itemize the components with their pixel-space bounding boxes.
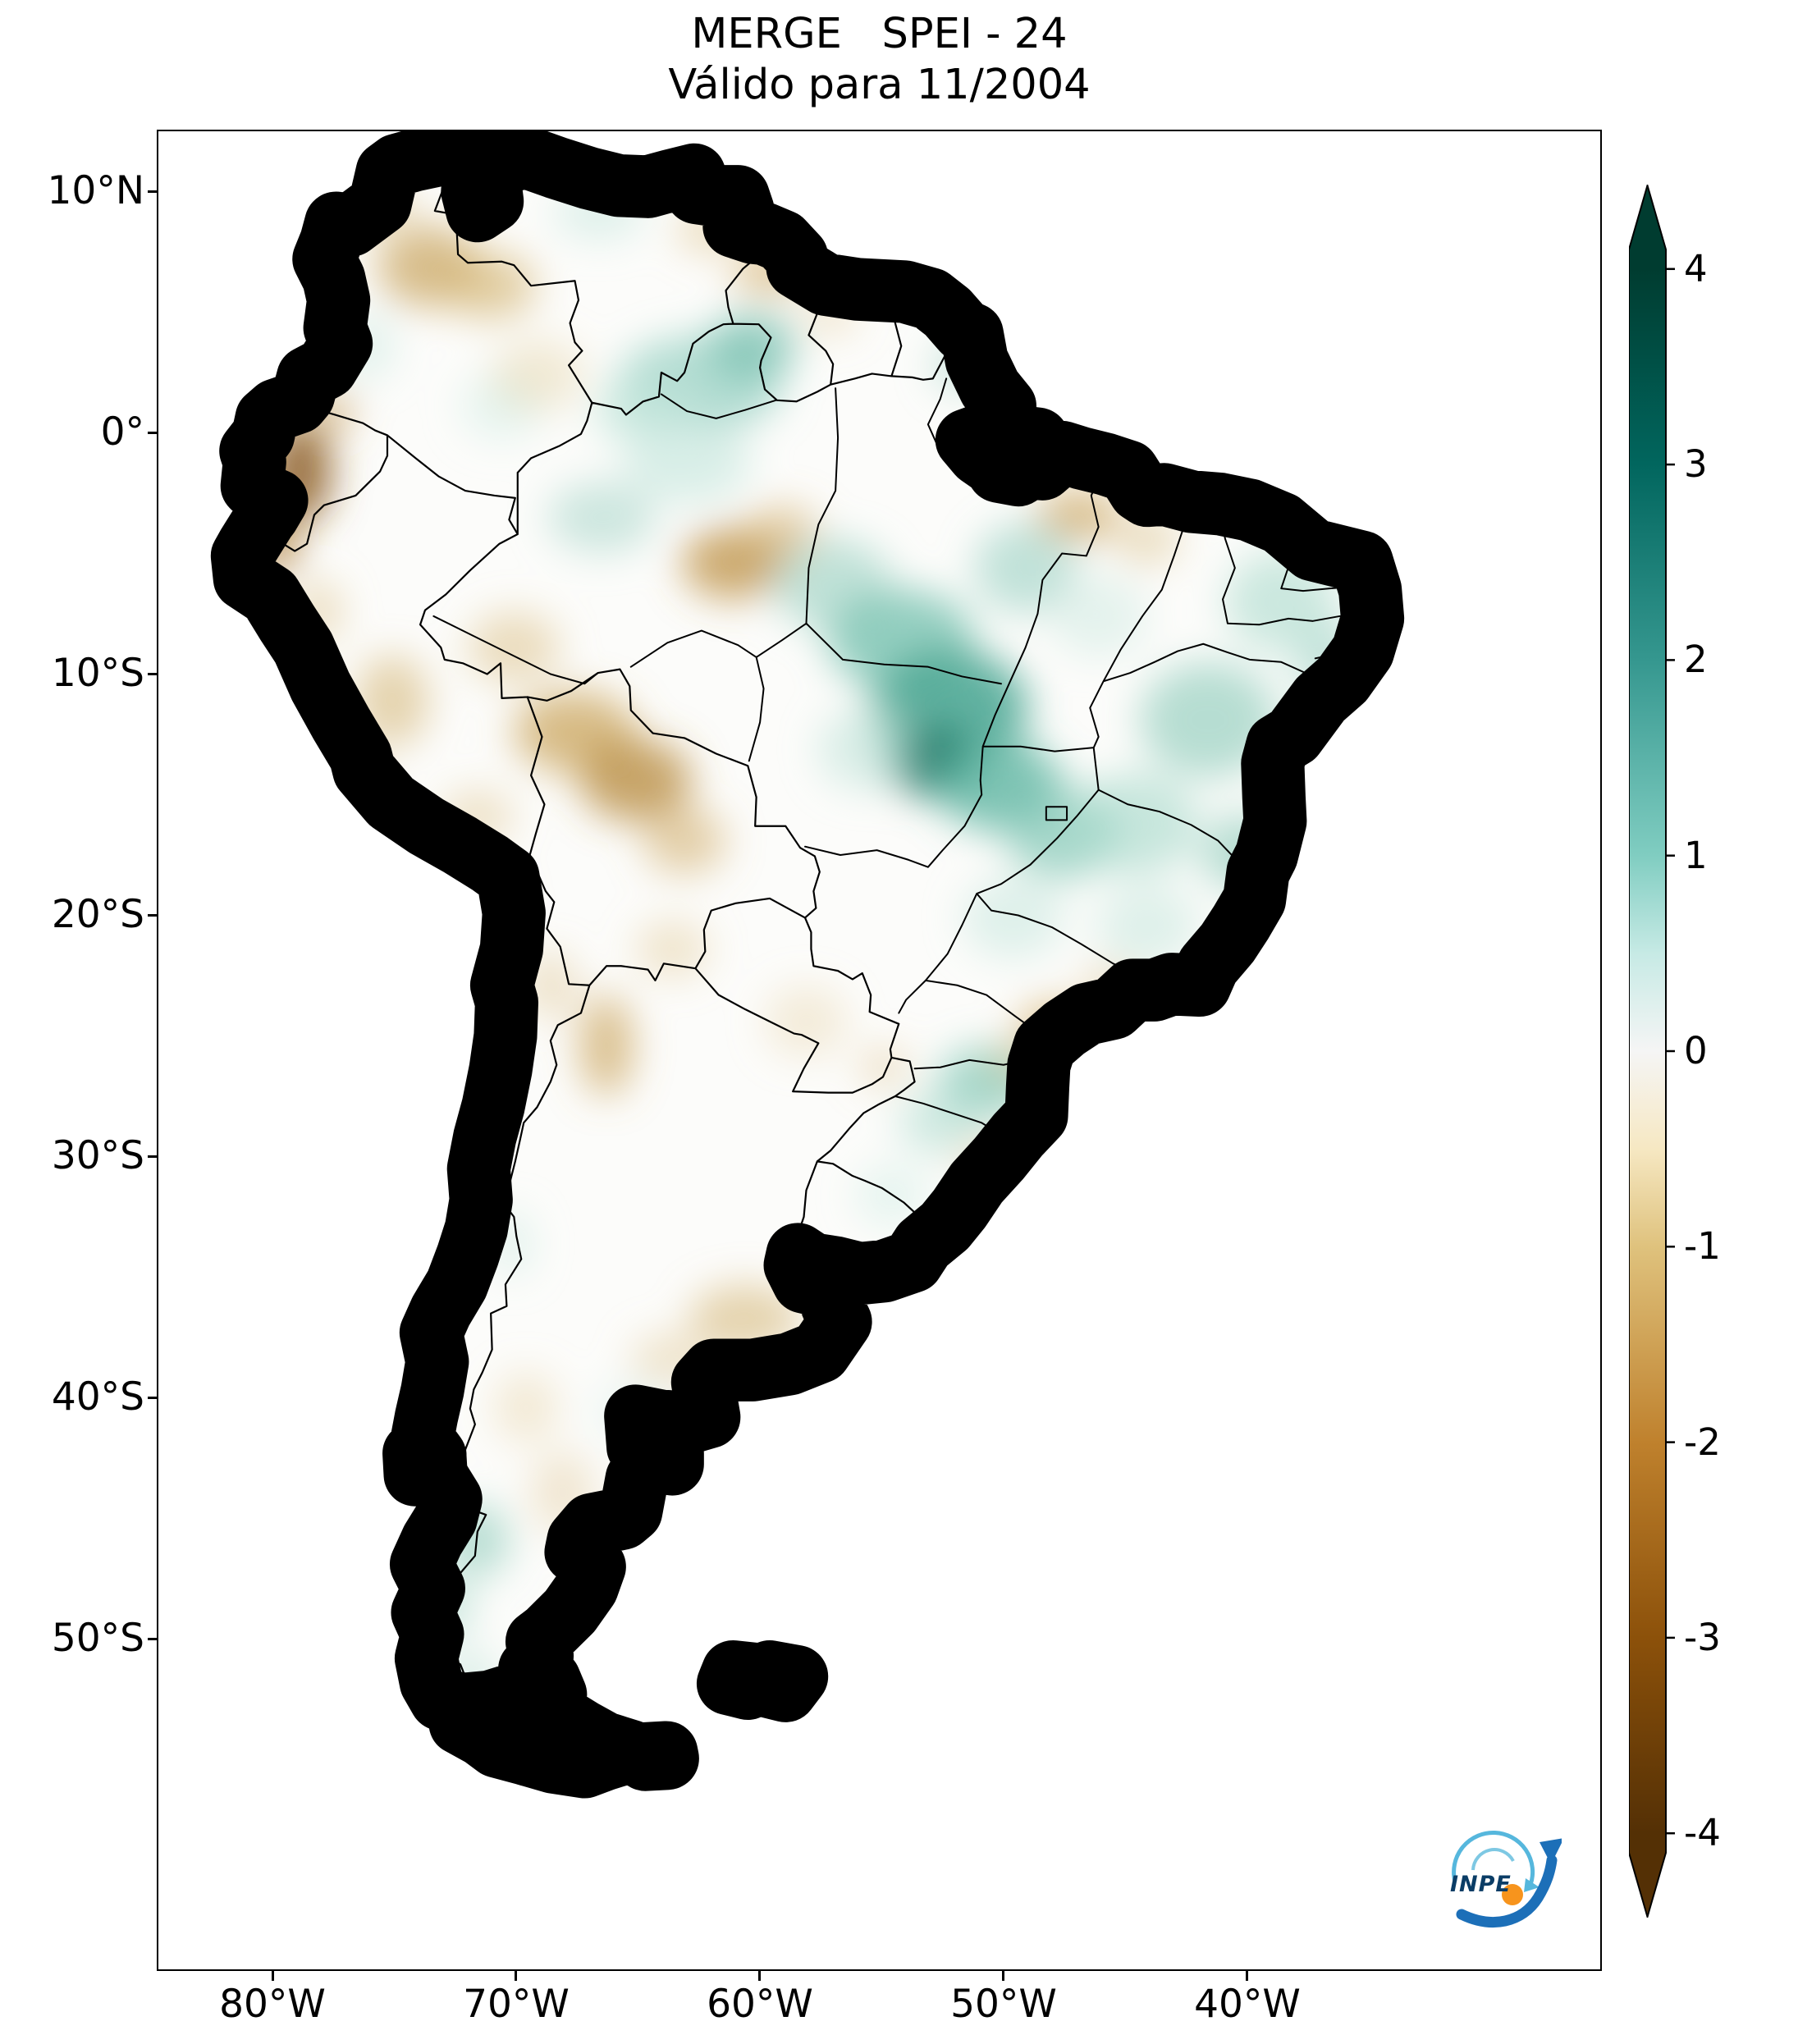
- x-tick: [272, 1970, 274, 1981]
- inpe-logo: INPE: [1430, 1809, 1564, 1932]
- lat-label: 10°N: [47, 168, 144, 213]
- lat-label: 0°: [100, 409, 144, 455]
- lon-label: 80°W: [219, 1982, 326, 2027]
- x-tick: [1002, 1970, 1004, 1981]
- lon-label: 70°W: [463, 1982, 570, 2027]
- lat-label: 20°S: [51, 892, 144, 937]
- colorbar-tick-label: 2: [1684, 638, 1708, 681]
- lat-label: 10°S: [51, 651, 144, 696]
- colorbar-ticks: [1666, 268, 1675, 1835]
- swirl-arc-icon: [1452, 1830, 1535, 1886]
- lat-label: 50°S: [51, 1616, 144, 1661]
- blue-arrow-icon: [1456, 1854, 1558, 1928]
- figure-title: MERGE SPEI - 24: [691, 10, 1068, 58]
- inpe-logo-text: INPE: [1450, 1872, 1512, 1897]
- inpe-logo-graphic: [1452, 1830, 1564, 1928]
- lat-label: 30°S: [51, 1133, 144, 1178]
- figure-subtitle: Válido para 11/2004: [668, 61, 1091, 109]
- map-frame: INPE: [157, 130, 1602, 1971]
- colorbar-tick-label: 3: [1684, 442, 1708, 486]
- y-tick: [148, 672, 158, 675]
- map-canvas: [158, 131, 1600, 1969]
- lat-label: 40°S: [51, 1374, 144, 1420]
- colorbar-tick-label: -3: [1684, 1616, 1721, 1659]
- x-tick: [1246, 1970, 1248, 1981]
- lon-label: 40°W: [1194, 1982, 1301, 2027]
- lon-label: 50°W: [950, 1982, 1057, 2027]
- y-tick: [148, 1637, 158, 1640]
- y-tick: [148, 431, 158, 434]
- colorbar: [1629, 185, 1675, 1918]
- colorbar-tick-label: -4: [1684, 1811, 1721, 1854]
- colorbar-tick-label: 4: [1684, 247, 1708, 290]
- y-tick: [148, 1155, 158, 1158]
- colorbar-gradient: [1629, 185, 1667, 1918]
- y-tick: [148, 190, 158, 193]
- blue-arrowhead-icon: [1540, 1838, 1564, 1864]
- y-tick: [148, 913, 158, 917]
- colorbar-tick-label: -1: [1684, 1224, 1721, 1268]
- inner-arc-icon: [1471, 1848, 1515, 1871]
- colorbar-tick-label: 1: [1684, 834, 1708, 877]
- y-tick: [148, 1396, 158, 1399]
- lon-label: 60°W: [707, 1982, 813, 2027]
- x-tick: [758, 1970, 761, 1981]
- colorbar-tick-label: 0: [1684, 1029, 1708, 1072]
- orange-dot-icon: [1502, 1884, 1523, 1905]
- colorbar-tick-label: -2: [1684, 1420, 1721, 1464]
- x-tick: [515, 1970, 517, 1981]
- arc-arrowhead-icon: [1524, 1878, 1540, 1892]
